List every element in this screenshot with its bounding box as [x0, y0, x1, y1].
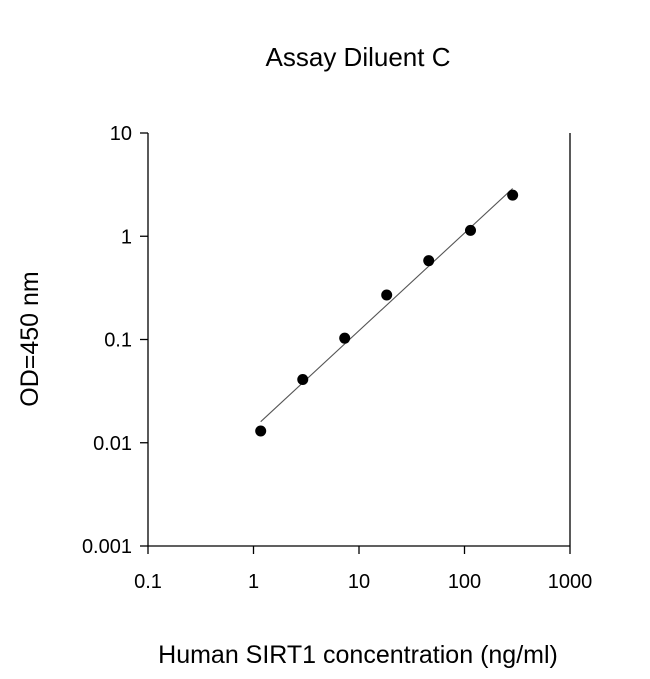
data-point	[339, 332, 351, 344]
data-point	[465, 224, 477, 236]
x-tick-label: 1000	[548, 571, 593, 593]
y-axis-title: OD=450 nm	[16, 271, 44, 407]
chart-title: Assay Diluent C	[266, 42, 451, 72]
y-tick-label: 0.001	[82, 536, 132, 558]
x-tick-label: 0.1	[134, 571, 162, 593]
x-axis-title: Human SIRT1 concentration (ng/ml)	[158, 641, 558, 669]
y-tick-label: 1	[121, 226, 132, 248]
x-tick-label: 1	[248, 571, 259, 593]
data-point	[423, 255, 435, 267]
data-point	[381, 289, 393, 301]
y-tick-label: 10	[110, 123, 132, 145]
y-tick-label: 0.01	[93, 433, 132, 455]
fit-line	[260, 188, 514, 423]
plot-area: 0.001 0.01 0.1 1 10 0.1 1 10 100 1000	[82, 123, 592, 593]
data-point	[255, 425, 267, 437]
x-tick-label: 10	[348, 571, 370, 593]
data-point	[297, 373, 309, 385]
x-tick-label: 100	[448, 571, 481, 593]
y-tick-label: 0.1	[104, 330, 132, 352]
data-point	[507, 189, 519, 201]
